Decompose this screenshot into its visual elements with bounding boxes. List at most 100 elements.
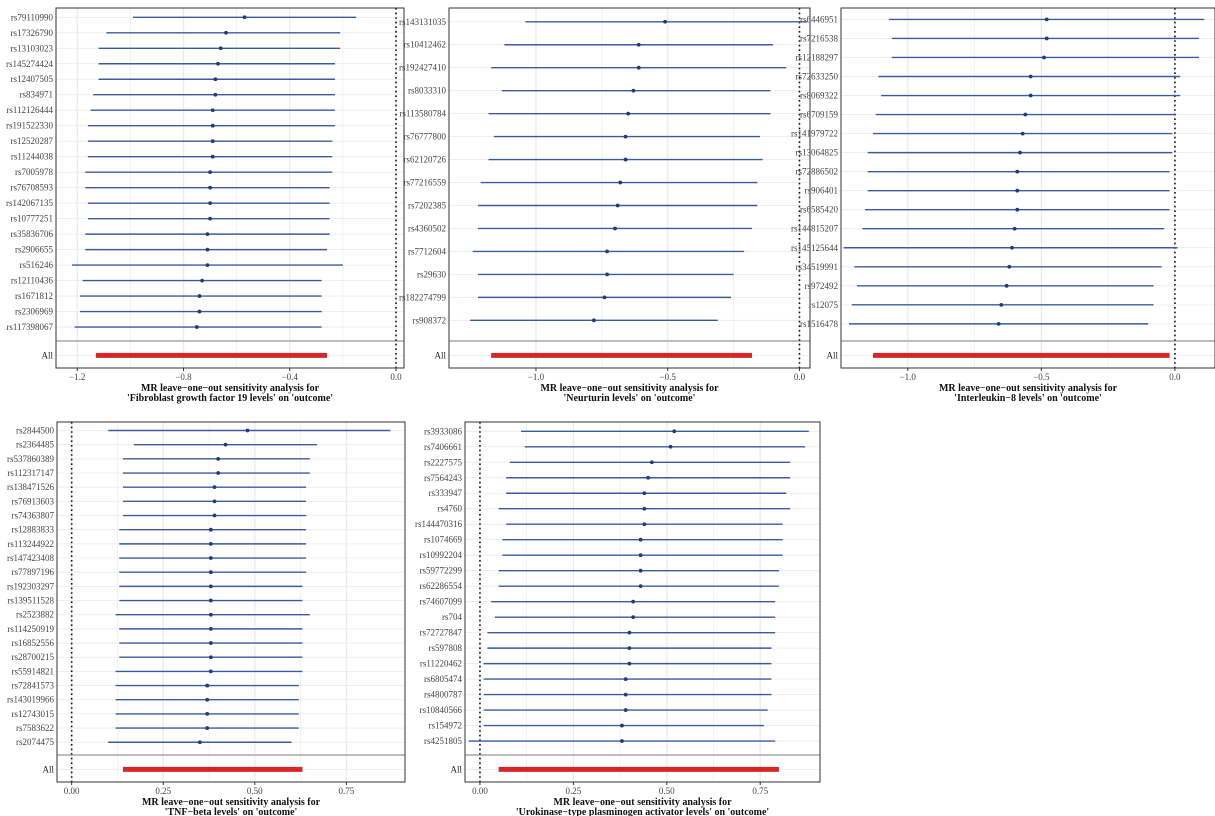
snp-label: rs112126444 — [6, 105, 53, 115]
point-estimate — [205, 232, 210, 237]
point-estimate — [242, 15, 247, 20]
snp-label: rs74607099 — [420, 597, 463, 607]
panel-border — [55, 7, 405, 369]
snp-label: rs834971 — [20, 90, 54, 100]
x-tick-label: 0.75 — [752, 786, 768, 796]
point-estimate — [636, 65, 641, 70]
panel-border — [448, 7, 811, 369]
snp-label: rs10777251 — [11, 214, 54, 224]
snp-label: rs12075 — [809, 300, 838, 310]
x-tick-label: 0.0 — [1169, 372, 1181, 382]
point-estimate — [615, 203, 620, 208]
point-estimate — [208, 541, 213, 546]
point-estimate — [623, 134, 628, 139]
snp-label: rs11244038 — [11, 152, 54, 162]
point-estimate — [631, 599, 636, 604]
snp-label: rs2306969 — [15, 307, 53, 317]
x-tick-label: −0.5 — [1033, 372, 1050, 382]
panel-background — [449, 8, 810, 368]
x-tick-label: 0.50 — [247, 786, 263, 796]
point-estimate — [205, 263, 210, 268]
snp-label: rs4360502 — [408, 223, 446, 233]
point-estimate — [208, 655, 213, 660]
x-tick-label: 0.50 — [659, 786, 675, 796]
snp-label: rs6805474 — [424, 674, 462, 684]
snp-label: rs62286554 — [420, 581, 463, 591]
snp-label: rs8069322 — [800, 91, 838, 101]
snp-label: rs7216538 — [800, 33, 838, 43]
snp-label: rs74363807 — [12, 511, 55, 521]
snp-label: rs1516478 — [800, 319, 838, 329]
snp-label: rs72633250 — [796, 72, 839, 82]
snp-label: rs12188297 — [796, 52, 839, 62]
point-estimate — [208, 598, 213, 603]
snp-label: rs29630 — [417, 269, 446, 279]
point-estimate — [208, 669, 213, 674]
snp-label: rs154972 — [429, 721, 463, 731]
snp-label: rs11220462 — [420, 659, 462, 669]
snp-label: rs2906655 — [15, 245, 53, 255]
point-estimate — [626, 111, 631, 116]
point-estimate — [605, 249, 610, 254]
snp-label: rs114250919 — [7, 624, 54, 634]
panel-border — [56, 421, 406, 783]
point-estimate — [197, 309, 202, 314]
snp-label: rs141979722 — [791, 129, 838, 139]
snp-label: rs28700215 — [12, 652, 55, 662]
snp-label: rs12520287 — [11, 136, 54, 146]
point-estimate — [1044, 36, 1049, 41]
point-estimate — [638, 568, 643, 573]
point-estimate — [208, 641, 213, 645]
point-estimate — [631, 615, 636, 620]
point-estimate — [613, 226, 617, 231]
snp-label: rs6585420 — [800, 205, 838, 215]
all-label: All — [434, 350, 446, 360]
snp-label: rs12743015 — [12, 709, 55, 719]
axis-caption-line-2: 'Fibroblast growth factor 19 levels' on … — [127, 393, 333, 404]
point-estimate — [210, 123, 215, 128]
axis-caption-line-2: 'Urokinase−type plasminogen activator le… — [516, 807, 770, 816]
snp-label: rs34519991 — [796, 262, 839, 272]
point-estimate — [1012, 226, 1017, 231]
snp-label: rs906401 — [805, 186, 839, 196]
forest-panel-3: rs6446951 rs7216538 rs12188297 rs72633250 rs… — [791, 7, 1215, 404]
point-estimate — [205, 683, 210, 688]
snp-label: rs35836706 — [11, 229, 54, 239]
forest-panel-1: rs79110990 rs17326790 rs13103023 rs14527442… — [6, 7, 405, 404]
snp-label: rs145274424 — [6, 59, 53, 69]
snp-label: rs182274799 — [399, 292, 446, 302]
point-estimate — [224, 30, 228, 35]
snp-label: rs143131035 — [399, 17, 446, 27]
point-estimate — [205, 726, 210, 730]
snp-label: rs145125644 — [791, 243, 838, 253]
forest-panel-4: rs2844500 rs2364485 rs537860389 rs112317147… — [7, 421, 406, 816]
point-estimate — [1028, 74, 1033, 79]
snp-label: rs17326790 — [11, 28, 54, 38]
snp-label: rs55914821 — [12, 666, 55, 676]
point-estimate — [999, 302, 1004, 307]
snp-label: rs3933086 — [424, 426, 462, 436]
point-estimate — [620, 739, 624, 743]
point-estimate — [996, 321, 1001, 326]
point-estimate — [642, 506, 647, 511]
snp-label: rs10840566 — [420, 705, 463, 715]
snp-label: rs79110990 — [11, 12, 54, 22]
x-tick-label: −1.0 — [900, 372, 917, 382]
point-estimate — [208, 185, 212, 190]
panel-border — [840, 7, 1215, 369]
snp-label: rs2227575 — [424, 457, 462, 467]
snp-label: rs13103023 — [11, 43, 54, 53]
x-tick-label: 0.0 — [794, 372, 806, 382]
point-estimate — [638, 584, 643, 589]
point-estimate — [620, 723, 624, 728]
x-tick-label: −1.0 — [528, 372, 545, 382]
point-estimate — [223, 442, 228, 447]
snp-label: rs77216559 — [404, 178, 447, 188]
snp-label: rs4251805 — [424, 736, 462, 746]
point-estimate — [1010, 245, 1014, 250]
point-estimate — [649, 460, 654, 465]
x-tick-label: 0.25 — [155, 786, 171, 796]
snp-label: rs144470316 — [415, 519, 462, 529]
axis-caption-line-2: 'Interleukin−8 levels' on 'outcome' — [954, 393, 1102, 404]
